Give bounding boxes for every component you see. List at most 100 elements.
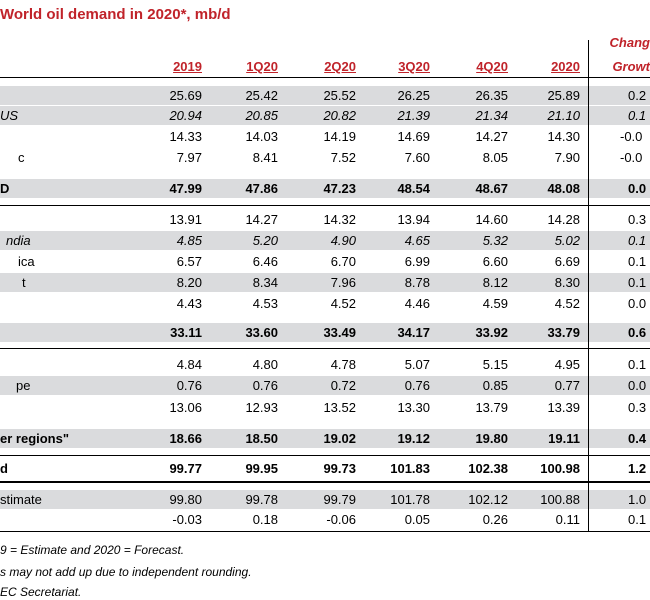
cell-2019: 0.76 xyxy=(176,378,202,393)
row-label: D xyxy=(0,181,10,196)
cell-4q20: 0.85 xyxy=(482,378,508,393)
cell-change: 1.0 xyxy=(628,492,647,507)
cell-2q20: 14.32 xyxy=(323,212,356,227)
footnote-rounding: s may not add up due to independent roun… xyxy=(0,565,252,579)
cell-change: 0.1 xyxy=(628,254,647,269)
cell-change: 0.0 xyxy=(628,378,647,393)
cell-4q20: 5.32 xyxy=(482,233,508,248)
cell-2019: 4.43 xyxy=(176,296,202,311)
cell-change: 0.1 xyxy=(628,357,647,372)
table-row: 13.91 14.27 14.32 13.94 14.60 14.28 0.3 xyxy=(0,210,650,229)
table-row: US 20.94 20.85 20.82 21.39 21.34 21.10 0… xyxy=(0,106,650,125)
cell-2019: -0.03 xyxy=(172,512,202,527)
cell-3q20: 48.54 xyxy=(397,181,430,196)
table-row: stimate 99.80 99.78 99.79 101.78 102.12 … xyxy=(0,490,650,509)
cell-2019: 33.11 xyxy=(170,325,202,340)
cell-2q20: 13.52 xyxy=(323,400,356,415)
cell-2019: 7.97 xyxy=(176,150,202,165)
cell-4q20: 48.67 xyxy=(475,181,508,196)
cell-4q20: 102.12 xyxy=(468,492,508,507)
cell-2020: 6.69 xyxy=(554,254,580,269)
cell-2019: 13.06 xyxy=(169,400,202,415)
table-row: D 47.99 47.86 47.23 48.54 48.67 48.08 0.… xyxy=(0,179,650,198)
cell-1q20: 0.76 xyxy=(252,378,278,393)
cell-3q20: 101.83 xyxy=(390,461,430,476)
cell-2020: 25.89 xyxy=(547,88,580,103)
cell-1q20: 12.93 xyxy=(245,400,278,415)
cell-2019: 25.69 xyxy=(169,88,202,103)
cell-2020: 8.30 xyxy=(554,275,580,290)
header-rule xyxy=(0,77,650,78)
section-divider xyxy=(0,205,650,206)
cell-1q20: 4.80 xyxy=(252,357,278,372)
cell-4q20: 0.26 xyxy=(482,512,508,527)
cell-2019: 99.77 xyxy=(169,461,202,476)
table-row: -0.03 0.18 -0.06 0.05 0.26 0.11 0.1 xyxy=(0,510,650,529)
cell-3q20: 7.60 xyxy=(404,150,430,165)
cell-change: 0.0 xyxy=(628,296,647,311)
cell-change: 1.2 xyxy=(628,461,647,476)
cell-1q20: 8.34 xyxy=(252,275,278,290)
cell-1q20: 33.60 xyxy=(245,325,278,340)
cell-3q20: 6.99 xyxy=(404,254,430,269)
cell-4q20: 8.05 xyxy=(482,150,508,165)
row-label: stimate xyxy=(0,492,42,507)
table-row: 33.11 33.60 33.49 34.17 33.92 33.79 0.6 xyxy=(0,323,650,342)
cell-2019: 13.91 xyxy=(169,212,202,227)
column-header-4q20: 4Q20 xyxy=(476,59,508,74)
cell-2q20: 4.90 xyxy=(330,233,356,248)
cell-2019: 4.85 xyxy=(176,233,202,248)
cell-2q20: 14.19 xyxy=(323,129,356,144)
cell-change: 0.0 xyxy=(628,181,647,196)
section-divider xyxy=(0,348,650,349)
cell-change: 0.3 xyxy=(628,400,647,415)
cell-change: 0.1 xyxy=(628,233,647,248)
cell-3q20: 0.76 xyxy=(404,378,430,393)
cell-2q20: 0.72 xyxy=(330,378,356,393)
cell-change: 0.1 xyxy=(628,108,647,123)
cell-4q20: 19.80 xyxy=(475,431,508,446)
cell-2q20: 20.82 xyxy=(323,108,356,123)
cell-1q20: 14.27 xyxy=(245,212,278,227)
column-header-2019: 2019 xyxy=(173,59,202,74)
cell-3q20: 26.25 xyxy=(397,88,430,103)
cell-3q20: 21.39 xyxy=(397,108,430,123)
cell-1q20: 99.78 xyxy=(245,492,278,507)
table-row: 4.84 4.80 4.78 5.07 5.15 4.95 0.1 xyxy=(0,355,650,374)
table-row: c 7.97 8.41 7.52 7.60 8.05 7.90 -0.0 xyxy=(0,148,650,167)
cell-3q20: 101.78 xyxy=(390,492,430,507)
cell-3q20: 4.65 xyxy=(404,233,430,248)
total-divider xyxy=(0,481,650,483)
row-label: d xyxy=(0,461,8,476)
cell-change: -0.0 xyxy=(620,150,643,165)
cell-2q20: 7.52 xyxy=(330,150,356,165)
cell-2q20: 7.96 xyxy=(330,275,356,290)
column-header-2q20: 2Q20 xyxy=(324,59,356,74)
footnote-source: EC Secretariat. xyxy=(0,585,82,599)
cell-1q20: 18.50 xyxy=(245,431,278,446)
cell-2q20: 99.79 xyxy=(323,492,356,507)
cell-2020: 4.52 xyxy=(554,296,580,311)
cell-3q20: 19.12 xyxy=(397,431,430,446)
cell-2q20: -0.06 xyxy=(326,512,356,527)
cell-2q20: 19.02 xyxy=(323,431,356,446)
cell-1q20: 0.18 xyxy=(252,512,278,527)
cell-1q20: 20.85 xyxy=(245,108,278,123)
cell-change: 0.6 xyxy=(628,325,647,340)
row-label: c xyxy=(18,150,25,165)
cell-2020: 0.11 xyxy=(555,512,580,527)
table-row: er regions" 18.66 18.50 19.02 19.12 19.8… xyxy=(0,429,650,448)
change-header-line1: Chang xyxy=(609,35,650,50)
table-row: ndia 4.85 5.20 4.90 4.65 5.32 5.02 0.1 xyxy=(0,231,650,250)
page-title: World oil demand in 2020*, mb/d xyxy=(0,6,231,23)
footnote-forecast: 9 = Estimate and 2020 = Forecast. xyxy=(0,543,185,557)
cell-2019: 47.99 xyxy=(169,181,202,196)
table-row: d 99.77 99.95 99.73 101.83 102.38 100.98… xyxy=(0,459,650,478)
cell-2019: 8.20 xyxy=(176,275,202,290)
cell-4q20: 102.38 xyxy=(468,461,508,476)
cell-1q20: 5.20 xyxy=(252,233,278,248)
cell-change: -0.0 xyxy=(620,129,643,144)
cell-1q20: 8.41 xyxy=(252,150,278,165)
cell-2q20: 25.52 xyxy=(323,88,356,103)
